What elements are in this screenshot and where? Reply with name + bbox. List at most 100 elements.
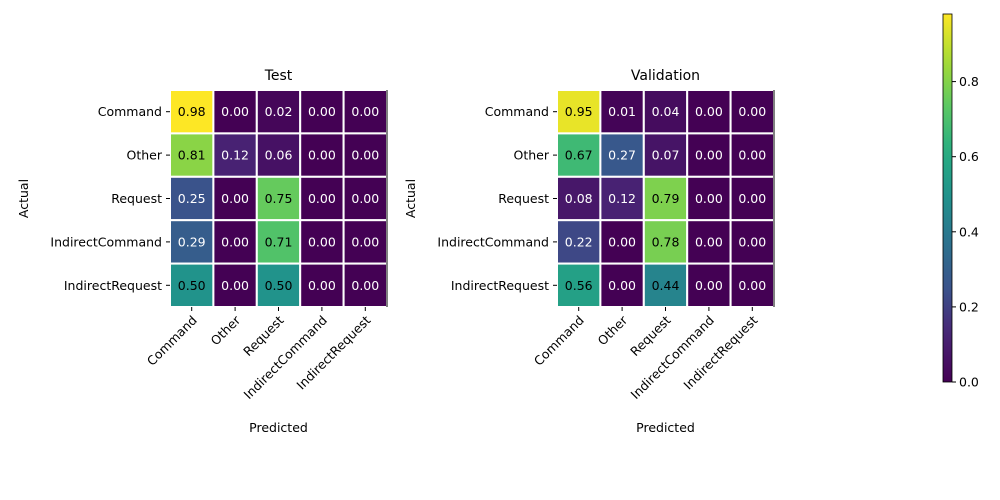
cell-value-label: 0.00 (695, 234, 723, 249)
cell-value-label: 0.71 (265, 234, 293, 249)
cell-value-label: 0.06 (265, 148, 293, 163)
cell-value-label: 0.29 (178, 234, 206, 249)
cell-value-label: 0.00 (608, 278, 636, 293)
heatmap-cell (686, 262, 732, 309)
y-tick-label: Request (111, 191, 162, 206)
heatmap-cell (642, 262, 689, 309)
cell-value-label: 0.00 (695, 278, 723, 293)
cell-value-label: 0.67 (565, 148, 593, 163)
cell-value-label: 0.00 (221, 278, 249, 293)
cell-value-label: 0.22 (565, 234, 593, 249)
cell-value-label: 0.00 (351, 191, 379, 206)
x-tick-label: Other (208, 312, 244, 348)
y-axis-label: Actual (16, 179, 31, 218)
cell-value-label: 0.00 (351, 234, 379, 249)
cell-value-label: 0.81 (178, 148, 206, 163)
cell-value-label: 0.00 (351, 278, 379, 293)
cell-value-label: 0.00 (308, 191, 336, 206)
cell-value-label: 0.00 (221, 234, 249, 249)
cell-value-label: 0.75 (265, 191, 293, 206)
heatmap-cell (729, 219, 775, 265)
heatmap-cell (686, 89, 732, 135)
cell-value-label: 0.00 (738, 234, 766, 249)
cell-value-label: 0.08 (565, 191, 593, 206)
heatmap-cell (642, 132, 689, 178)
cell-value-label: 0.00 (351, 104, 379, 119)
y-tick-label: Request (498, 191, 549, 206)
cell-value-label: 0.98 (178, 104, 206, 119)
x-axis-label: Predicted (636, 420, 695, 435)
heatmap-cell (342, 132, 389, 178)
colorbar-tick-label: 0.6 (959, 149, 979, 164)
cell-value-label: 0.00 (351, 148, 379, 163)
x-tick-label: IndirectRequest (293, 312, 373, 392)
heatmap-cell (556, 89, 602, 135)
cell-value-label: 0.79 (652, 191, 680, 206)
cell-value-label: 0.00 (221, 191, 249, 206)
cell-value-label: 0.00 (308, 234, 336, 249)
y-tick-label: IndirectCommand (437, 234, 549, 249)
heatmap-cell (599, 89, 645, 135)
colorbar-tick-label: 0.0 (959, 375, 979, 390)
x-tick-label: IndirectRequest (680, 312, 760, 392)
cell-value-label: 0.00 (608, 234, 636, 249)
y-tick-label: Other (127, 148, 163, 163)
cell-value-label: 0.00 (221, 104, 249, 119)
validation-title: Validation (631, 68, 700, 84)
x-tick-label: IndirectCommand (628, 313, 718, 403)
cell-value-label: 0.04 (652, 104, 680, 119)
x-axis-label: Predicted (249, 420, 308, 435)
heatmap-cell (342, 219, 389, 265)
cell-value-label: 0.00 (738, 104, 766, 119)
cell-value-label: 0.78 (652, 234, 680, 249)
heatmap-cell (729, 262, 775, 309)
test-heatmap-panel: Test 0.98 0.00 0.02 0.00 0.00 0.81 0.12 0.06 0.00… (16, 68, 389, 435)
cell-value-label: 0.00 (308, 278, 336, 293)
validation-heatmap-panel: Validation 0.95 0.01 0.04 0.00 0.00 0.67 0.27 0.… (403, 68, 775, 435)
x-tick-label: IndirectCommand (241, 313, 331, 403)
cell-value-label: 0.00 (308, 148, 336, 163)
colorbar-gradient (942, 13, 953, 383)
cell-value-label: 0.00 (308, 104, 336, 119)
cell-value-label: 0.00 (695, 148, 723, 163)
cell-value-label: 0.01 (608, 104, 636, 119)
cell-value-label: 0.12 (221, 148, 249, 163)
cell-value-label: 0.00 (738, 191, 766, 206)
colorbar-tick-label: 0.4 (959, 224, 979, 239)
colorbar-tick-label: 0.8 (959, 74, 979, 89)
x-tick-label: Command (531, 313, 587, 369)
x-tick-label: Other (595, 312, 631, 348)
heatmap-cell (212, 219, 258, 265)
y-tick-label: IndirectRequest (64, 278, 162, 293)
cell-value-label: 0.12 (608, 191, 636, 206)
y-tick-label: IndirectRequest (451, 278, 549, 293)
colorbar-tick-label: 0.2 (959, 299, 979, 314)
cell-value-label: 0.95 (565, 104, 593, 119)
cell-value-label: 0.44 (652, 278, 680, 293)
cell-value-label: 0.50 (265, 278, 293, 293)
cell-value-label: 0.25 (178, 191, 206, 206)
x-tick-label: Command (144, 313, 200, 369)
y-tick-label: Command (98, 104, 162, 119)
y-tick-label: Other (514, 148, 550, 163)
y-axis-label: Actual (403, 179, 418, 218)
heatmap-cell (299, 219, 345, 265)
cell-value-label: 0.56 (565, 278, 593, 293)
y-tick-label: IndirectCommand (50, 234, 162, 249)
cell-value-label: 0.00 (738, 148, 766, 163)
cell-value-label: 0.50 (178, 278, 206, 293)
cell-value-label: 0.27 (608, 148, 636, 163)
heatmap-cell (686, 132, 732, 178)
test-title: Test (264, 68, 293, 84)
heatmap-cell (255, 132, 302, 178)
colorbar: 0.0 0.2 0.4 0.6 0.8 (942, 13, 979, 390)
heatmap-cell (255, 262, 302, 309)
cell-value-label: 0.00 (738, 278, 766, 293)
heatmap-cell (729, 132, 775, 178)
y-tick-label: Command (485, 104, 549, 119)
cell-value-label: 0.07 (652, 148, 680, 163)
cell-value-label: 0.00 (695, 104, 723, 119)
heatmap-cell (212, 175, 258, 222)
cell-value-label: 0.02 (265, 104, 293, 119)
